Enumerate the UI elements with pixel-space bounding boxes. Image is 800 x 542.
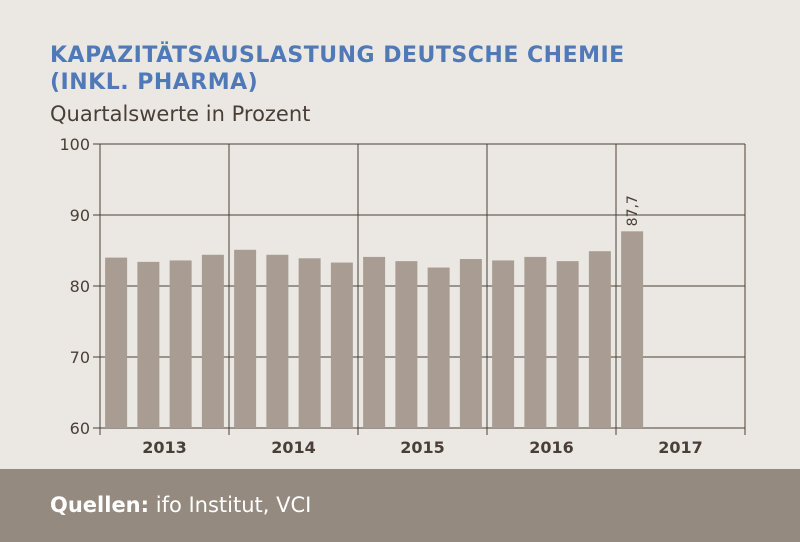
y-tick-label: 60 xyxy=(70,419,90,438)
y-tick-label: 90 xyxy=(70,206,90,225)
y-tick-label: 70 xyxy=(70,348,90,367)
source-text: ifo Institut, VCI xyxy=(155,493,312,517)
bar xyxy=(201,254,224,428)
chart-subtitle: Quartalswerte in Prozent xyxy=(50,102,311,126)
bar xyxy=(621,231,644,428)
x-year-label: 2014 xyxy=(271,438,316,457)
bar xyxy=(524,256,547,428)
bar xyxy=(105,257,128,428)
x-year-label: 2016 xyxy=(529,438,574,457)
bar xyxy=(298,258,321,428)
chart-title-line-1: KAPAZITÄTSAUSLASTUNG DEUTSCHE CHEMIE xyxy=(50,43,625,68)
bar xyxy=(395,261,418,428)
bar-chart: 60 70 80 90 100 2013 2014 2015 2016 2017 87,7 xyxy=(59,135,746,457)
bar xyxy=(266,254,289,428)
bar xyxy=(427,267,450,428)
bar xyxy=(363,256,386,428)
source-footer: Quellen: ifo Institut, VCI xyxy=(0,469,800,542)
x-year-label: 2017 xyxy=(658,438,703,457)
bar xyxy=(588,251,611,428)
bar xyxy=(459,259,482,428)
bar xyxy=(330,262,353,428)
y-tick-label: 80 xyxy=(70,277,90,296)
bar xyxy=(556,261,579,428)
source-label: Quellen: xyxy=(50,493,150,517)
bar xyxy=(137,261,160,428)
bar xyxy=(169,260,192,428)
chart-title-line-2: (INKL. PHARMA) xyxy=(50,70,259,95)
y-tick-label: 100 xyxy=(59,135,90,154)
bar-data-label: 87,7 xyxy=(625,195,641,226)
x-year-label: 2015 xyxy=(400,438,445,457)
source-line: Quellen: ifo Institut, VCI xyxy=(50,491,311,519)
chart-title: KAPAZITÄTSAUSLASTUNG DEUTSCHE CHEMIE (IN… xyxy=(50,42,625,96)
bar xyxy=(234,249,257,428)
bar xyxy=(492,260,515,428)
x-year-label: 2013 xyxy=(142,438,187,457)
